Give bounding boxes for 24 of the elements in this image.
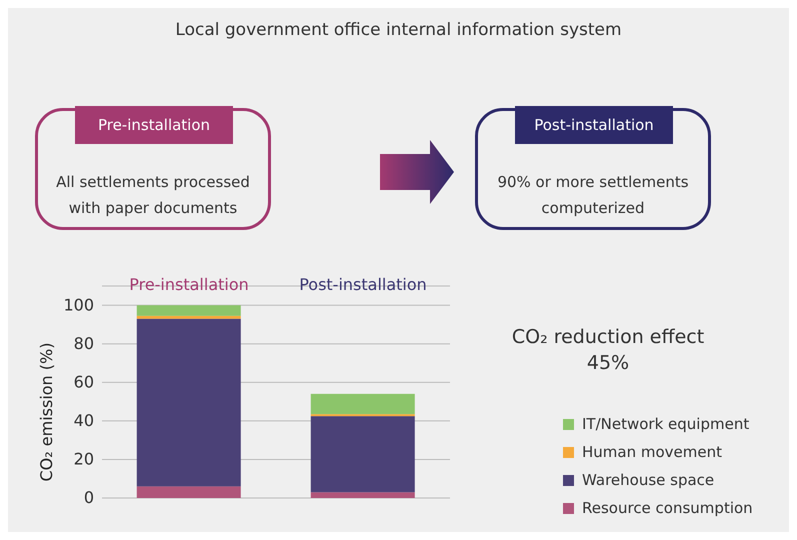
bar (136, 486, 241, 498)
legend-label: Human movement (581, 442, 723, 463)
y-tick-label: 100 (63, 295, 94, 314)
bar (310, 492, 415, 498)
y-tick-label: 20 (74, 449, 94, 468)
bar (136, 305, 241, 316)
x-tick-label: Post-installation (299, 275, 427, 294)
text: CO₂ reduction effect 45% (510, 325, 706, 376)
legend-label: IT/Network equipment (581, 414, 750, 435)
bar (136, 316, 241, 319)
y-tick-label: 40 (74, 410, 94, 430)
y-tick-label: 0 (84, 488, 94, 507)
chart-title: Local government office internal information system (174, 20, 623, 40)
bar (310, 394, 415, 414)
legend-label: Resource consumption (581, 498, 753, 519)
legend-label: Warehouse space (581, 470, 716, 491)
y-axis-title: CO₂ emission (%) (37, 342, 56, 482)
rounded-box: Post-installation 90% or more settlements computerized (475, 108, 711, 230)
y-tick-label: 80 (74, 334, 94, 353)
x-tick-label: Pre-installation (129, 275, 249, 294)
rounded-box: Pre-installation All settlements processed with paper documents (35, 108, 271, 230)
bar (136, 318, 241, 486)
y-tick-label: 60 (74, 372, 94, 392)
bar (310, 416, 415, 492)
